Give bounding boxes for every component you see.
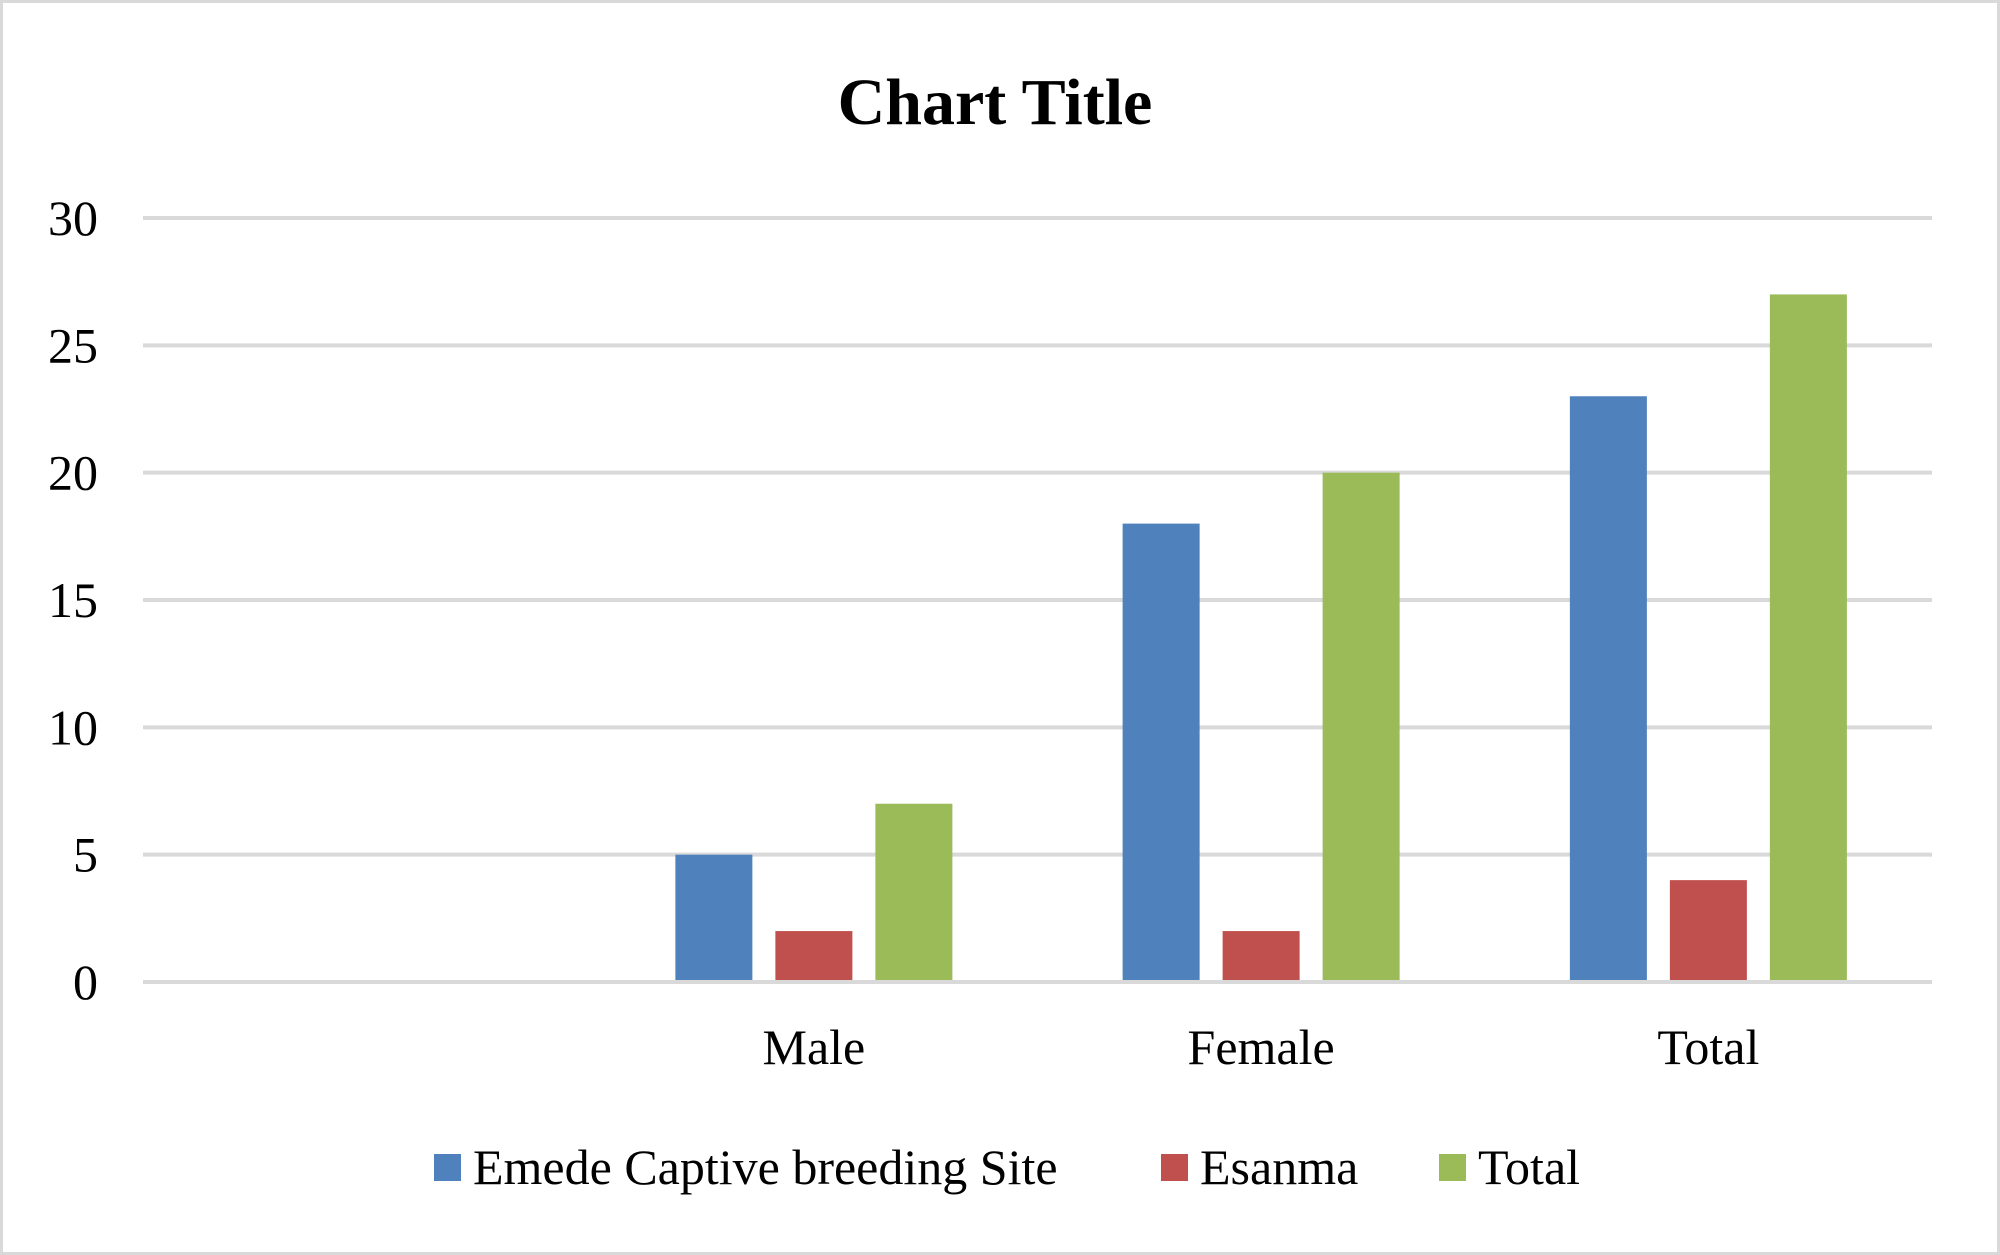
legend-swatch xyxy=(1161,1154,1188,1181)
y-tick-label: 0 xyxy=(73,954,98,1010)
x-tick-label: Female xyxy=(1188,1019,1335,1075)
bar-esanma-total xyxy=(1669,880,1747,980)
legend-label: Esanma xyxy=(1200,1139,1358,1195)
bar-emede-captive-breeding-site-total xyxy=(1569,396,1647,980)
x-tick-label: Total xyxy=(1657,1019,1759,1075)
y-tick-label: 25 xyxy=(48,317,98,373)
bar-total-total xyxy=(1769,294,1847,980)
bar-total-male xyxy=(875,803,953,980)
y-tick-label: 20 xyxy=(48,445,98,501)
bar-esanma-male xyxy=(775,931,853,980)
x-tick-label: Male xyxy=(763,1019,866,1075)
y-tick-label: 15 xyxy=(48,572,98,628)
bar-emede-captive-breeding-site-female xyxy=(1122,523,1200,980)
y-tick-label: 5 xyxy=(73,827,98,883)
legend-label: Emede Captive breeding Site xyxy=(473,1139,1058,1195)
legend-swatch xyxy=(1439,1154,1466,1181)
legend: Emede Captive breeding Site Esanma Total xyxy=(434,1139,1580,1195)
legend-swatch xyxy=(434,1154,461,1181)
chart-title: Chart Title xyxy=(838,66,1153,139)
bars xyxy=(675,294,1847,980)
y-axis-ticks: 0 5 10 15 20 25 30 xyxy=(48,190,98,1010)
y-tick-label: 10 xyxy=(48,699,98,755)
x-axis-labels: Male Female Total xyxy=(763,1019,1760,1075)
y-tick-label: 30 xyxy=(48,190,98,246)
gridlines xyxy=(143,216,1932,984)
bar-total-female xyxy=(1322,472,1400,980)
bar-emede-captive-breeding-site-male xyxy=(675,854,753,980)
bar-esanma-female xyxy=(1222,931,1300,980)
legend-label: Total xyxy=(1478,1139,1580,1195)
